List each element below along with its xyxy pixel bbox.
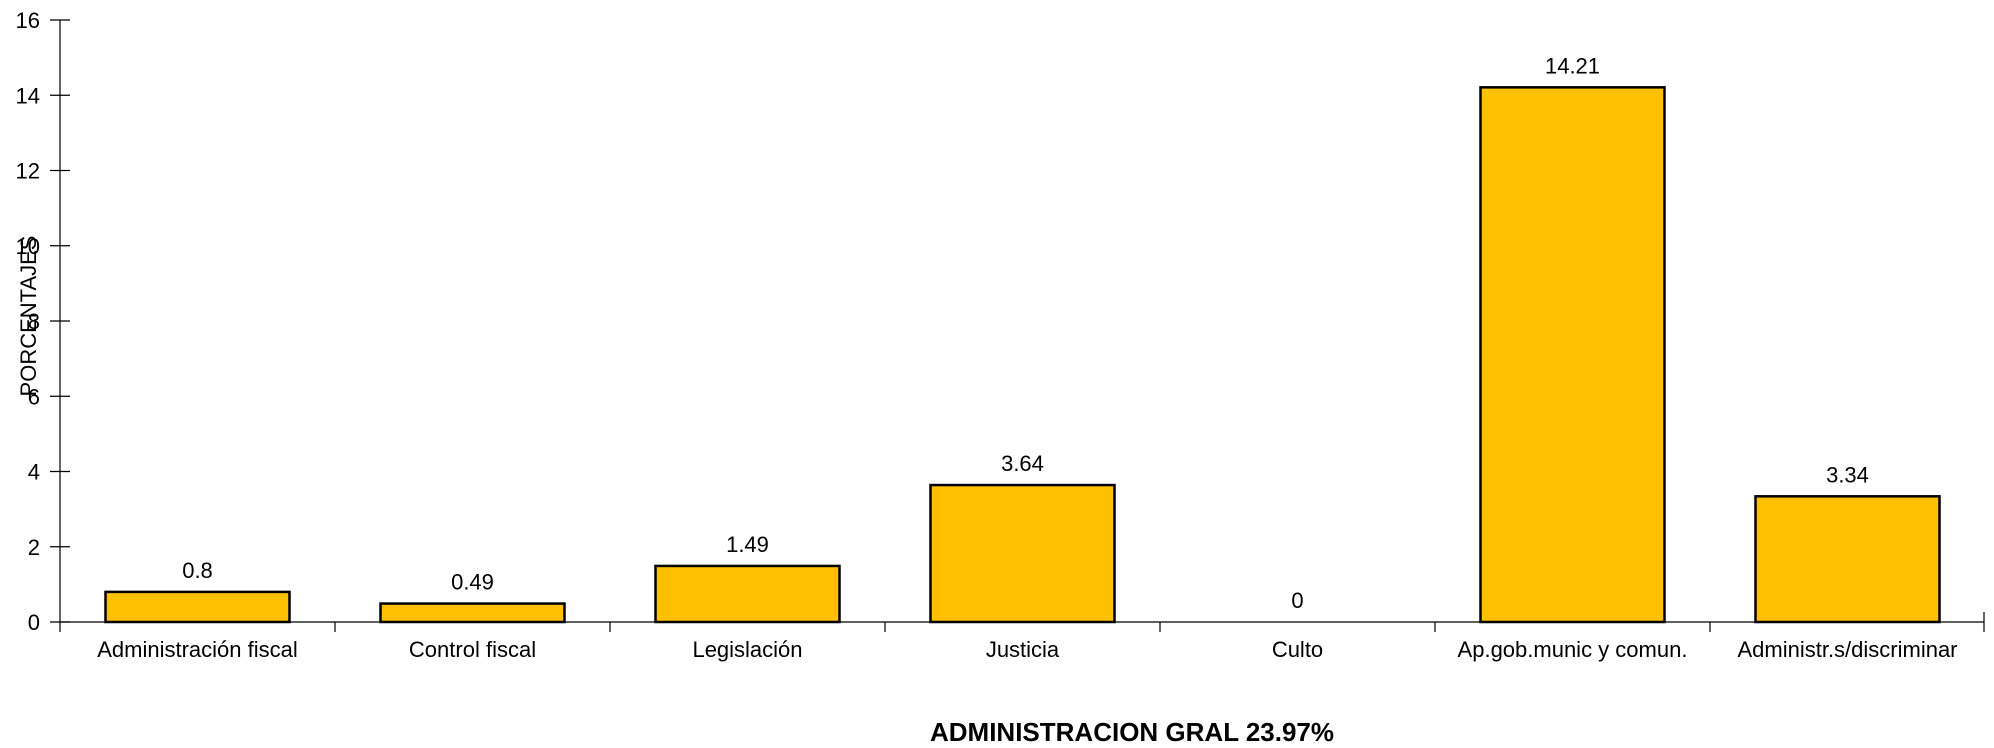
data-label: 0.49: [451, 570, 494, 595]
data-label: 1.49: [726, 532, 769, 557]
data-labels: 0.8 0.49 1.49 3.64 0 14.21 3.34: [182, 53, 1869, 613]
y-tick-label: 10: [16, 234, 40, 259]
y-ticks: 0 2 4 6 8 10 12 14 16: [16, 8, 70, 635]
category-label: Justicia: [986, 637, 1060, 662]
bar: [654, 564, 841, 624]
y-tick-label: 14: [16, 83, 40, 108]
data-label: 3.34: [1826, 462, 1869, 487]
bar: [929, 483, 1116, 624]
data-label: 3.64: [1001, 451, 1044, 476]
x-axis-title: ADMINISTRACION GRAL 23.97%: [930, 717, 1334, 747]
y-tick-label: 12: [16, 159, 40, 184]
bar: [104, 590, 291, 624]
y-tick-label: 0: [28, 610, 40, 635]
bar: [1754, 495, 1941, 624]
category-label: Administración fiscal: [97, 637, 298, 662]
category-label: Culto: [1272, 637, 1323, 662]
y-tick-label: 6: [28, 384, 40, 409]
category-label: Administr.s/discriminar: [1737, 637, 1957, 662]
x-ticks: [59, 612, 1985, 632]
data-label: 0.8: [182, 558, 213, 583]
category-label: Ap.gob.munic y comun.: [1458, 637, 1688, 662]
data-label: 14.21: [1545, 53, 1600, 78]
bars: [104, 86, 1941, 624]
category-label: Control fiscal: [409, 637, 536, 662]
bar: [379, 602, 566, 624]
bar: [1479, 86, 1666, 624]
y-tick-label: 8: [28, 309, 40, 334]
y-tick-label: 16: [16, 8, 40, 33]
y-tick-label: 4: [28, 460, 40, 485]
category-label: Legislación: [692, 637, 802, 662]
y-tick-label: 2: [28, 535, 40, 560]
data-label: 0: [1291, 588, 1303, 613]
category-labels: Administración fiscal Control fiscal Legis…: [97, 637, 1957, 662]
y-axis-label: PORCENTAJES: [16, 236, 41, 397]
